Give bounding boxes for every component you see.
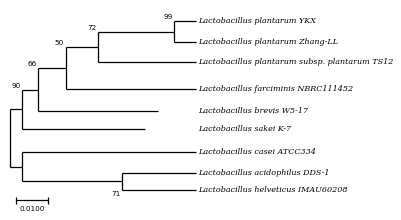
- Text: Lactobacillus plantarum YKX: Lactobacillus plantarum YKX: [198, 17, 316, 25]
- Text: 66: 66: [27, 61, 36, 67]
- Text: Lactobacillus helveticus IMAU60208: Lactobacillus helveticus IMAU60208: [198, 186, 348, 194]
- Text: 72: 72: [87, 25, 96, 31]
- Text: 71: 71: [111, 191, 121, 197]
- Text: 99: 99: [163, 14, 172, 20]
- Text: Lactobacillus casei ATCC334: Lactobacillus casei ATCC334: [198, 148, 316, 156]
- Text: Lactobacillus acidophilus DDS-1: Lactobacillus acidophilus DDS-1: [198, 169, 330, 176]
- Text: 0.0100: 0.0100: [19, 206, 45, 212]
- Text: Lactobacillus sakei K-7: Lactobacillus sakei K-7: [198, 125, 291, 133]
- Text: Lactobacillus plantarum subsp. plantarum TS12: Lactobacillus plantarum subsp. plantarum…: [198, 58, 393, 66]
- Text: Lactobacillus brevis W5-17: Lactobacillus brevis W5-17: [198, 107, 308, 115]
- Text: 50: 50: [55, 40, 64, 46]
- Text: Lactobacillus plantarum Zhang-LL: Lactobacillus plantarum Zhang-LL: [198, 38, 338, 46]
- Text: 90: 90: [11, 82, 20, 88]
- Text: Lactobacillus farciminis NBRC111452: Lactobacillus farciminis NBRC111452: [198, 85, 353, 93]
